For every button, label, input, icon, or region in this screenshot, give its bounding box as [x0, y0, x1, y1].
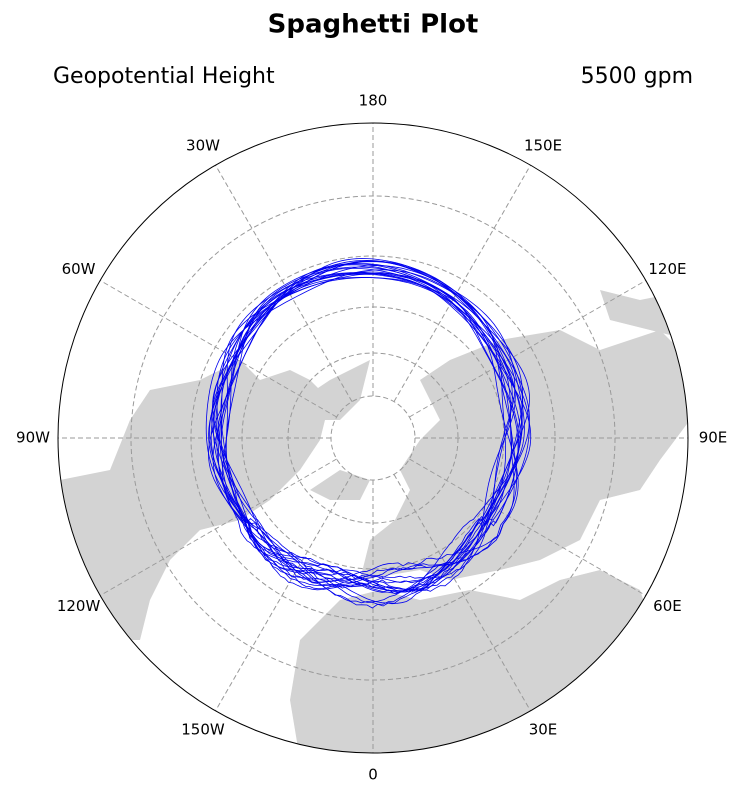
contours [205, 258, 532, 609]
longitude-label: 30E [529, 720, 558, 738]
meridian [99, 280, 337, 418]
contour-line [222, 272, 518, 586]
meridian [393, 474, 531, 712]
longitude-label: 150E [524, 137, 562, 155]
subtitle-left: Geopotential Height [53, 64, 275, 89]
meridian [409, 280, 647, 418]
longitude-label: 120W [57, 597, 101, 615]
meridian [409, 458, 647, 596]
contour-line [215, 271, 532, 595]
longitude-label: 60W [62, 260, 96, 278]
meridian [393, 164, 531, 402]
graticule [58, 123, 688, 753]
contour-line [211, 263, 513, 607]
title: Spaghetti Plot [268, 10, 479, 40]
longitude-label: 90E [699, 429, 728, 447]
contour-line [220, 263, 507, 604]
contour-line [207, 258, 513, 590]
longitude-label: 180 [359, 92, 388, 110]
contour-line [216, 276, 519, 589]
longitude-label: 120E [648, 260, 686, 278]
meridian [99, 458, 337, 596]
longitude-label: 0 [368, 766, 378, 784]
meridian [215, 164, 353, 402]
contour-line [225, 266, 523, 592]
meridian [215, 474, 353, 712]
longitude-label: 150W [181, 720, 225, 738]
longitude-label: 60E [653, 597, 682, 615]
subtitle-right: 5500 gpm [581, 64, 693, 89]
contour-line [225, 268, 516, 584]
map-boundary [57, 122, 689, 754]
longitude-label: 90W [16, 429, 50, 447]
longitude-label: 30W [186, 137, 220, 155]
land [60, 290, 688, 753]
contour-line [209, 265, 530, 592]
